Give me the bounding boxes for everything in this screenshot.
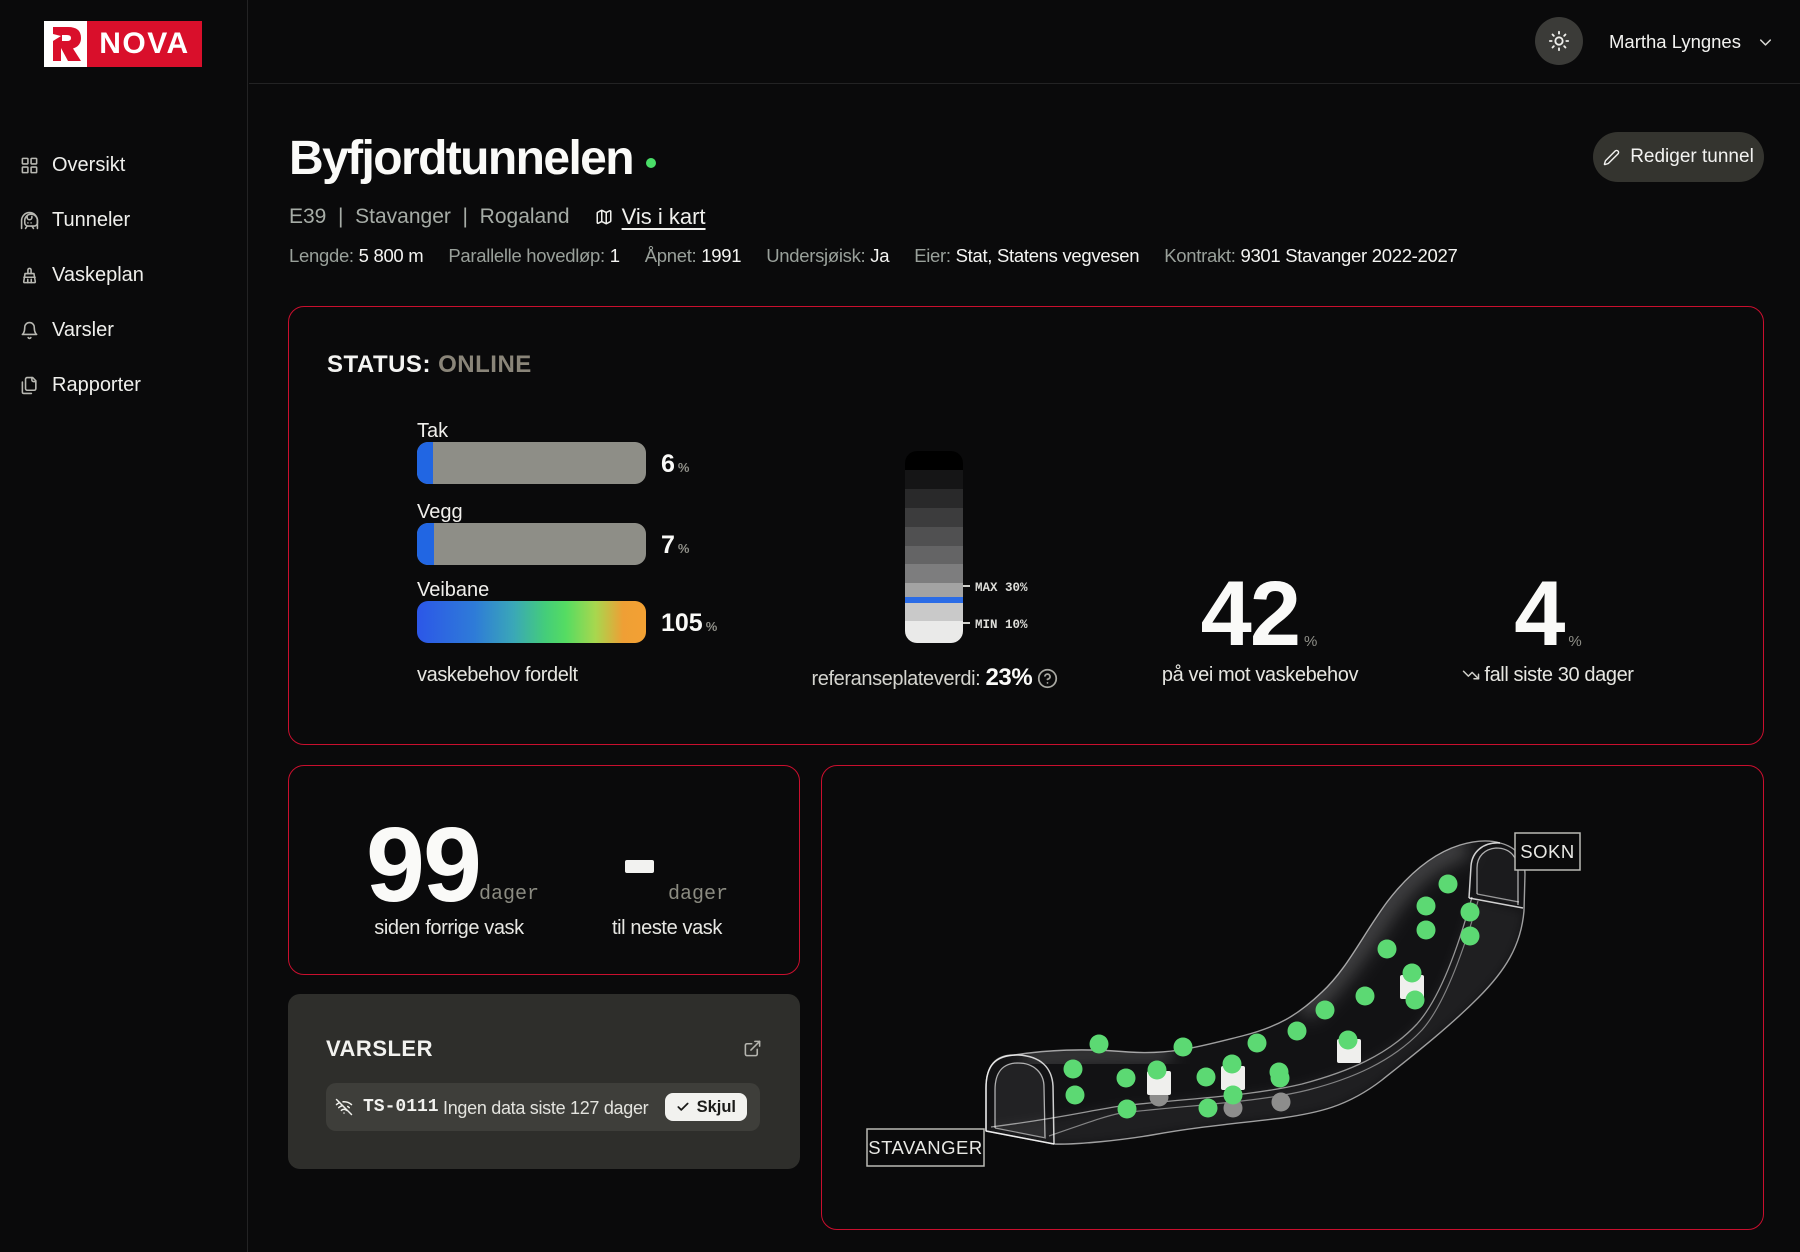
- svg-text:SOKN: SOKN: [1520, 841, 1574, 862]
- svg-text:STAVANGER: STAVANGER: [868, 1137, 983, 1158]
